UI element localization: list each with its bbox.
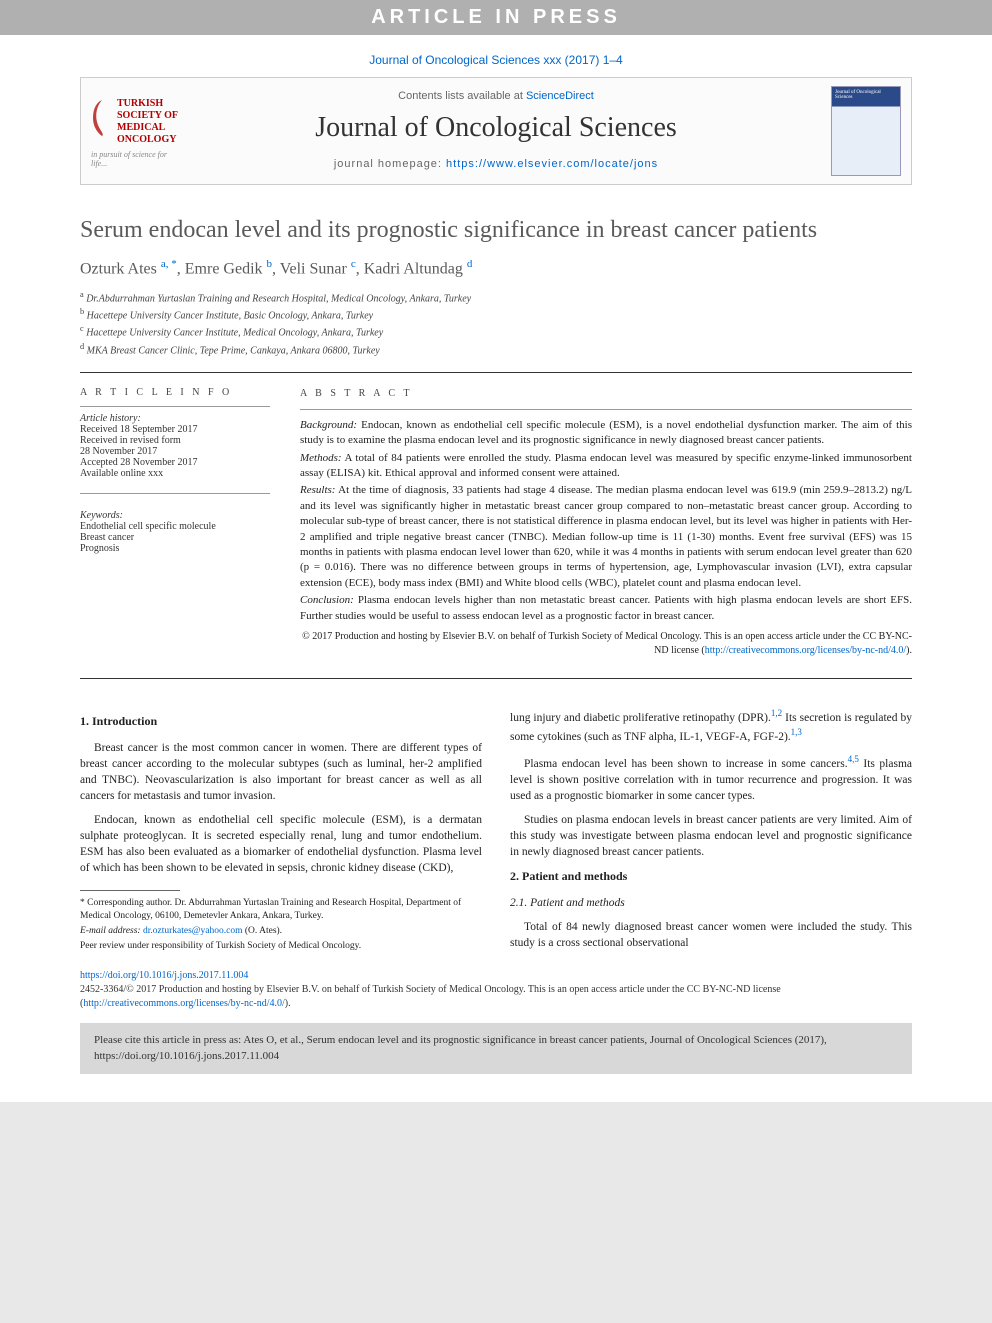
- s2-p1: Total of 84 newly diagnosed breast cance…: [510, 919, 912, 951]
- citation-box: Please cite this article in press as: At…: [80, 1023, 912, 1074]
- homepage-prefix: journal homepage:: [334, 158, 446, 170]
- s1-p2: Endocan, known as endothelial cell speci…: [80, 812, 482, 876]
- cc-link-footer[interactable]: http://creativecommons.org/licenses/by-n…: [83, 998, 284, 1009]
- copyright-block: © 2017 Production and hosting by Elsevie…: [300, 630, 912, 658]
- page: ARTICLE IN PRESS Journal of Oncological …: [0, 0, 992, 1102]
- methods-label: Methods:: [300, 452, 342, 464]
- email-line: E-mail address: dr.ozturkates@yahoo.com …: [80, 925, 482, 937]
- history-1: Received 18 September 2017: [80, 424, 270, 435]
- bg-text: Endocan, known as endothelial cell speci…: [300, 419, 912, 446]
- history-2: Received in revised form: [80, 435, 270, 446]
- email-label: E-mail address:: [80, 926, 143, 936]
- affiliation-d: d MKA Breast Cancer Clinic, Tepe Prime, …: [80, 341, 912, 358]
- ref-12[interactable]: 1,2: [771, 708, 782, 718]
- ref-13[interactable]: 1,3: [791, 727, 802, 737]
- results-text: At the time of diagnosis, 33 patients ha…: [300, 484, 912, 588]
- affiliations: a Dr.Abdurrahman Yurtaslan Training and …: [80, 289, 912, 358]
- article-in-press-banner: ARTICLE IN PRESS: [0, 0, 992, 35]
- affiliation-b: b Hacettepe University Cancer Institute,…: [80, 306, 912, 323]
- affiliation-a: a Dr.Abdurrahman Yurtaslan Training and …: [80, 289, 912, 306]
- s1-p3: lung injury and diabetic proliferative r…: [510, 707, 912, 745]
- affil-text-d: MKA Breast Cancer Clinic, Tepe Prime, Ca…: [87, 345, 380, 356]
- doi-block: https://doi.org/10.1016/j.jons.2017.11.0…: [80, 969, 912, 1011]
- cite-doi-link[interactable]: https://doi.org/10.1016/j.jons.2017.11.0…: [94, 1050, 279, 1062]
- results-label: Results:: [300, 484, 335, 496]
- article-info-head: A R T I C L E I N F O: [80, 387, 270, 398]
- footnotes: * Corresponding author. Dr. Abdurrahman …: [80, 897, 482, 952]
- affiliation-c: c Hacettepe University Cancer Institute,…: [80, 323, 912, 340]
- abstract-column: A B S T R A C T Background: Endocan, kno…: [300, 387, 912, 658]
- journal-name: Journal of Oncological Sciences: [97, 112, 895, 144]
- society-name-1: TURKISH: [117, 98, 181, 110]
- section-2-head: 2. Patient and methods: [510, 868, 912, 885]
- section-21-head: 2.1. Patient and methods: [510, 895, 912, 911]
- issn-close: ).: [285, 998, 291, 1009]
- article-info-column: A R T I C L E I N F O Article history: R…: [80, 387, 270, 658]
- corresponding-author: * Corresponding author. Dr. Abdurrahman …: [80, 897, 482, 922]
- society-tagline: in pursuit of science for life...: [91, 150, 181, 168]
- society-name-4: ONCOLOGY: [117, 134, 181, 146]
- email-link[interactable]: dr.ozturkates@yahoo.com: [143, 926, 243, 936]
- affil-text-c: Hacettepe University Cancer Institute, M…: [86, 328, 383, 339]
- homepage-link[interactable]: https://www.elsevier.com/locate/jons: [446, 158, 658, 170]
- s1-p3a: lung injury and diabetic proliferative r…: [510, 712, 771, 724]
- methods-text: A total of 84 patients were enrolled the…: [300, 452, 912, 479]
- keyword-2: Breast cancer: [80, 532, 270, 543]
- conclusion-text: Plasma endocan levels higher than non me…: [300, 594, 912, 621]
- s1-p4a: Plasma endocan level has been shown to i…: [524, 758, 848, 770]
- history-5: Available online xxx: [80, 468, 270, 479]
- history-4: Accepted 28 November 2017: [80, 457, 270, 468]
- keywords-head: Keywords:: [80, 510, 270, 521]
- contents-line: Contents lists available at ScienceDirec…: [97, 90, 895, 102]
- divider: [80, 372, 912, 373]
- ref-45[interactable]: 4,5: [848, 754, 859, 764]
- society-name-2: SOCIETY OF: [117, 110, 181, 122]
- history-head: Article history:: [80, 413, 270, 424]
- journal-reference: Journal of Oncological Sciences xxx (201…: [0, 35, 992, 77]
- cite-text: Please cite this article in press as: At…: [94, 1034, 827, 1046]
- footnote-rule: [80, 890, 180, 891]
- copyright-close: ).: [906, 645, 912, 656]
- society-logo: TURKISH SOCIETY OF MEDICAL ONCOLOGY in p…: [91, 98, 181, 168]
- section-1-head: 1. Introduction: [80, 713, 482, 730]
- divider: [80, 678, 912, 679]
- affil-text-b: Hacettepe University Cancer Institute, B…: [87, 310, 373, 321]
- affil-text-a: Dr.Abdurrahman Yurtaslan Training and Re…: [86, 293, 471, 304]
- journal-homepage: journal homepage: https://www.elsevier.c…: [97, 158, 895, 170]
- keyword-3: Prognosis: [80, 543, 270, 554]
- conclusion-label: Conclusion:: [300, 594, 354, 606]
- body-columns: 1. Introduction Breast cancer is the mos…: [80, 707, 912, 959]
- abstract-head: A B S T R A C T: [300, 387, 912, 401]
- society-name-3: MEDICAL: [117, 122, 181, 134]
- issn-line: 2452-3364/© 2017 Production and hosting …: [80, 983, 912, 1011]
- bg-label: Background:: [300, 419, 357, 431]
- doi-link[interactable]: https://doi.org/10.1016/j.jons.2017.11.0…: [80, 970, 248, 981]
- cc-link[interactable]: http://creativecommons.org/licenses/by-n…: [705, 645, 906, 656]
- s1-p1: Breast cancer is the most common cancer …: [80, 740, 482, 804]
- keyword-1: Endothelial cell specific molecule: [80, 521, 270, 532]
- contents-prefix: Contents lists available at: [398, 90, 526, 102]
- history-3: 28 November 2017: [80, 446, 270, 457]
- s1-p5: Studies on plasma endocan levels in brea…: [510, 812, 912, 860]
- peer-review: Peer review under responsibility of Turk…: [80, 940, 482, 952]
- journal-cover-thumbnail: Journal of Oncological Sciences: [831, 86, 901, 176]
- sciencedirect-link[interactable]: ScienceDirect: [526, 90, 594, 102]
- email-who: (O. Ates).: [242, 926, 282, 936]
- journal-header-box: TURKISH SOCIETY OF MEDICAL ONCOLOGY in p…: [80, 77, 912, 185]
- article-title: Serum endocan level and its prognostic s…: [80, 215, 912, 246]
- thumb-title: Journal of Oncological Sciences: [835, 90, 881, 100]
- authors: Ozturk Ates a, *, Emre Gedik b, Veli Sun…: [80, 258, 912, 278]
- s1-p4: Plasma endocan level has been shown to i…: [510, 753, 912, 804]
